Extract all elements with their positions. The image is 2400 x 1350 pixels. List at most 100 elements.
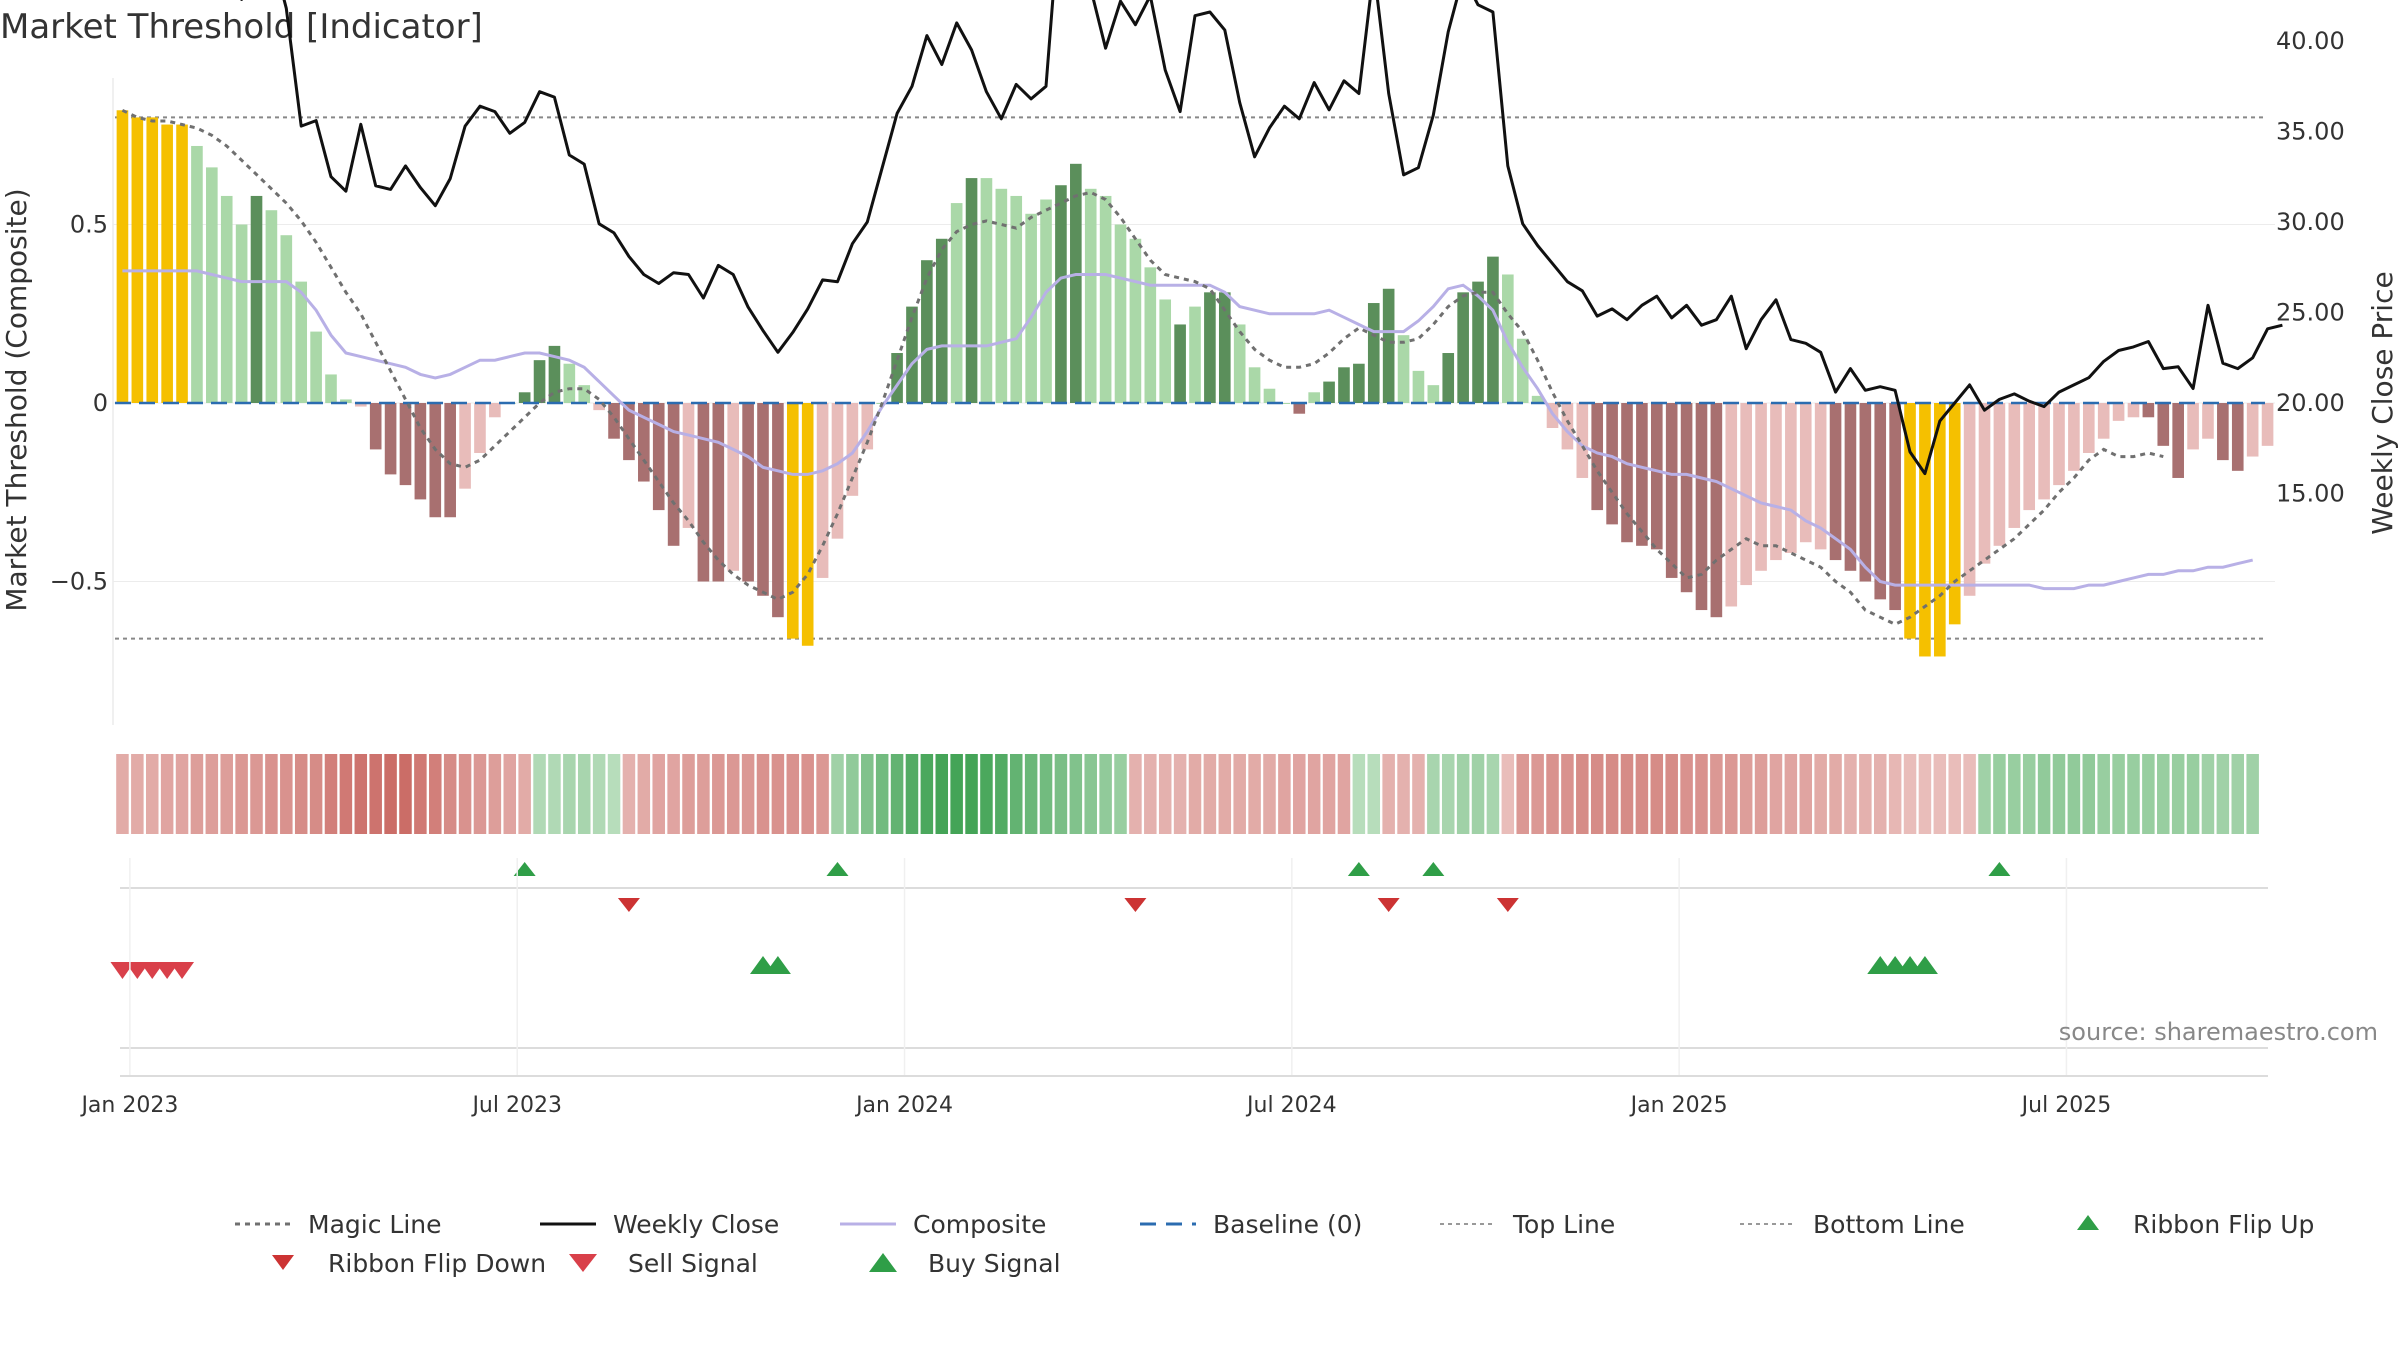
- ribbon-cell: [548, 754, 561, 834]
- histogram-bar: [116, 110, 129, 403]
- ribbon-cell: [1933, 754, 1947, 834]
- ribbon-flip-up-marker: [1422, 862, 1445, 876]
- histogram-bar: [1159, 299, 1172, 403]
- left-tick-label: 0: [93, 389, 108, 417]
- ribbon-cell: [2037, 754, 2051, 834]
- ribbon-panel: [116, 754, 2259, 834]
- ribbon-cell: [369, 754, 382, 834]
- histogram-bar: [414, 403, 427, 500]
- x-tick-label: Jul 2025: [2020, 1093, 2112, 1118]
- histogram-bar: [1174, 324, 1186, 403]
- ribbon-cell: [1114, 754, 1127, 834]
- ribbon-cell: [503, 754, 517, 834]
- ribbon-cell: [1501, 754, 1515, 834]
- histogram-bar: [295, 281, 308, 403]
- ribbon-cell: [861, 754, 874, 834]
- ribbon-cell: [145, 754, 159, 834]
- histogram-bar: [2202, 403, 2214, 439]
- histogram-bar: [250, 195, 263, 403]
- ribbon-cell: [965, 754, 978, 834]
- ribbon-cell: [339, 754, 353, 834]
- histogram-bar: [682, 403, 695, 528]
- histogram-bar: [146, 117, 159, 404]
- ribbon-cell: [1024, 754, 1038, 834]
- ribbon-cell: [1888, 754, 1902, 834]
- right-tick-label: 30.00: [2276, 208, 2345, 236]
- ribbon-cell: [429, 754, 442, 834]
- histogram-bar: [1233, 324, 1246, 403]
- legend-item: Baseline (0): [1140, 1210, 1362, 1239]
- histogram-bar: [1248, 367, 1261, 403]
- histogram-bar: [340, 399, 352, 403]
- histogram-bar: [1650, 403, 1663, 550]
- ribbon-cell: [935, 754, 949, 834]
- ribbon-flip-up-marker: [1347, 862, 1370, 876]
- ribbon-cell: [2231, 754, 2245, 834]
- ribbon-cell: [1546, 754, 1559, 834]
- histogram-bar: [1204, 292, 1216, 403]
- ribbon-cell: [2022, 754, 2036, 834]
- histogram-bar: [489, 403, 501, 418]
- histogram-bar: [235, 224, 248, 403]
- histogram-bar: [1755, 403, 1767, 571]
- ribbon-cell: [518, 754, 531, 834]
- histogram-bar: [667, 403, 680, 546]
- ribbon-cell: [309, 754, 323, 834]
- ribbon-cell: [1397, 754, 1410, 834]
- ribbon-cell: [1367, 754, 1381, 834]
- histogram-bar: [176, 124, 188, 403]
- ribbon-cell: [637, 754, 651, 834]
- legend-item: Sell Signal: [569, 1249, 758, 1278]
- ribbon-cell: [235, 754, 248, 834]
- ribbon-cell: [1635, 754, 1649, 834]
- histogram-bar: [1397, 335, 1410, 403]
- histogram-bar: [2068, 403, 2080, 471]
- legend-label: Ribbon Flip Down: [328, 1249, 546, 1278]
- histogram-bar: [608, 403, 620, 439]
- histogram-bar: [2127, 403, 2140, 418]
- buy-signal-marker: [1911, 956, 1938, 974]
- ribbon-flip-panel: [120, 862, 2268, 912]
- histogram-bar: [623, 403, 635, 461]
- histogram-bar: [2172, 403, 2184, 478]
- histogram-bar: [1591, 403, 1604, 511]
- magic-line: [121, 108, 2164, 626]
- ribbon-cell: [1307, 754, 1321, 834]
- x-tick-label: Jul 2024: [1245, 1093, 1337, 1118]
- ribbon-cell: [1561, 754, 1574, 834]
- x-tick-label: Jul 2023: [470, 1093, 562, 1118]
- histogram-bar: [1457, 292, 1469, 403]
- histogram-bar: [1412, 370, 1425, 403]
- legend-item: Ribbon Flip Up: [2077, 1210, 2314, 1239]
- histogram-bar: [712, 403, 725, 582]
- ribbon-cell: [2142, 754, 2155, 834]
- histogram-bar: [161, 124, 173, 403]
- ribbon-cell: [2052, 754, 2066, 834]
- buy-signal-marker: [764, 956, 791, 974]
- ribbon-cell: [533, 754, 546, 834]
- legend-label: Top Line: [1512, 1210, 1615, 1239]
- ribbon-cell: [280, 754, 293, 834]
- legend-item: Composite: [840, 1210, 1046, 1239]
- ribbon-cell: [1754, 754, 1768, 834]
- ribbon-cell: [1322, 754, 1336, 834]
- ribbon-cell: [1844, 754, 1857, 834]
- histogram-bar: [310, 331, 322, 403]
- ribbon-flip-down-marker: [617, 898, 640, 912]
- ribbon-cell: [786, 754, 800, 834]
- ribbon-cell: [473, 754, 487, 834]
- histogram-bar: [1710, 403, 1723, 618]
- histogram-bar: [191, 145, 203, 403]
- ribbon-cell: [1233, 754, 1246, 834]
- ribbon-cell: [220, 754, 233, 834]
- histogram-bar: [1010, 195, 1023, 403]
- histogram-bar: [1680, 403, 1693, 593]
- right-tick-label: 40.00: [2276, 27, 2345, 55]
- histogram-bar: [980, 178, 993, 403]
- histogram-bar: [1427, 385, 1440, 403]
- ribbon-cell: [1680, 754, 1693, 834]
- ribbon-cell: [1531, 754, 1544, 834]
- ribbon-cell: [1873, 754, 1887, 834]
- histogram-bar: [831, 403, 844, 539]
- composite-line: [122, 269, 2254, 591]
